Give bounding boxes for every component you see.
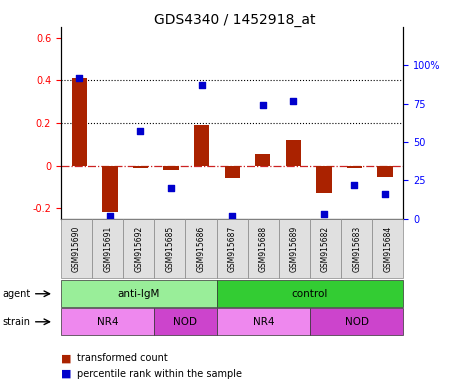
Bar bbox=[194, 125, 209, 166]
Point bbox=[228, 213, 236, 219]
Bar bbox=[163, 166, 179, 170]
Point bbox=[259, 102, 266, 108]
Point bbox=[320, 211, 328, 217]
Text: strain: strain bbox=[2, 317, 30, 327]
Point bbox=[167, 185, 175, 191]
Point bbox=[136, 128, 144, 134]
Text: NR4: NR4 bbox=[252, 317, 274, 327]
Text: GSM915690: GSM915690 bbox=[72, 225, 81, 272]
Text: control: control bbox=[292, 289, 328, 299]
Bar bbox=[133, 166, 148, 168]
Text: anti-IgM: anti-IgM bbox=[118, 289, 160, 299]
Text: GSM915691: GSM915691 bbox=[103, 225, 112, 272]
Bar bbox=[72, 78, 87, 166]
Text: ■: ■ bbox=[61, 369, 71, 379]
Text: GSM915685: GSM915685 bbox=[166, 225, 174, 272]
Bar bbox=[286, 140, 301, 166]
Text: NOD: NOD bbox=[345, 317, 369, 327]
Point bbox=[198, 82, 205, 88]
Text: GSM915682: GSM915682 bbox=[321, 225, 330, 272]
Bar bbox=[102, 166, 118, 212]
Text: GSM915692: GSM915692 bbox=[134, 225, 144, 272]
Text: GSM915688: GSM915688 bbox=[259, 225, 268, 272]
Point bbox=[381, 191, 389, 197]
Bar bbox=[316, 166, 332, 193]
Text: transformed count: transformed count bbox=[77, 353, 168, 363]
Text: GSM915686: GSM915686 bbox=[197, 225, 205, 272]
Text: NR4: NR4 bbox=[97, 317, 118, 327]
Text: NOD: NOD bbox=[174, 317, 197, 327]
Bar bbox=[378, 166, 393, 177]
Text: GSM915683: GSM915683 bbox=[352, 225, 361, 272]
Text: agent: agent bbox=[2, 289, 30, 299]
Text: GSM915684: GSM915684 bbox=[383, 225, 392, 272]
Text: GDS4340 / 1452918_at: GDS4340 / 1452918_at bbox=[154, 13, 315, 27]
Text: GSM915689: GSM915689 bbox=[290, 225, 299, 272]
Bar bbox=[347, 166, 362, 168]
Text: GSM915687: GSM915687 bbox=[227, 225, 237, 272]
Bar bbox=[255, 154, 270, 166]
Text: percentile rank within the sample: percentile rank within the sample bbox=[77, 369, 242, 379]
Bar bbox=[225, 166, 240, 178]
Point bbox=[351, 182, 358, 188]
Point bbox=[76, 74, 83, 81]
Text: ■: ■ bbox=[61, 353, 71, 363]
Point bbox=[106, 213, 113, 219]
Point bbox=[289, 98, 297, 104]
